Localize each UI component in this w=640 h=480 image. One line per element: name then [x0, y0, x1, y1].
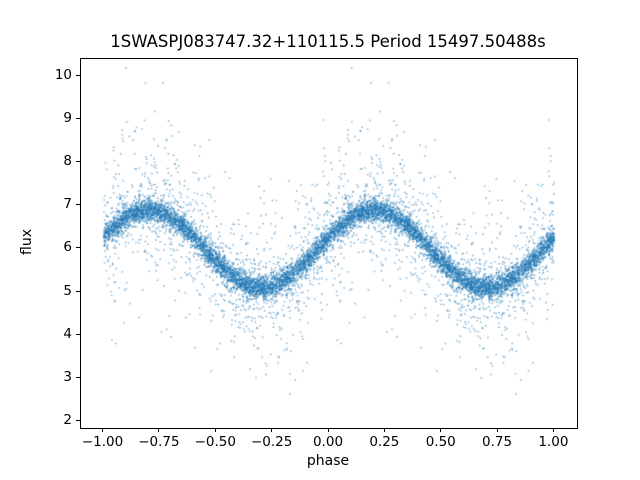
x-tick-label: −0.75	[138, 434, 180, 450]
x-tick-label: 0.75	[482, 434, 513, 450]
y-tick-mark	[76, 74, 80, 76]
y-tick-mark	[76, 161, 80, 163]
y-tick-mark	[76, 333, 80, 335]
chart-title: 1SWASPJ083747.32+110115.5 Period 15497.5…	[110, 32, 546, 51]
x-tick-mark	[214, 428, 216, 432]
y-tick-label: 7	[63, 196, 72, 213]
y-tick-mark	[76, 204, 80, 206]
y-tick-label: 10	[54, 66, 72, 83]
x-tick-label: 0.25	[369, 434, 400, 450]
y-tick-label: 8	[63, 153, 72, 170]
y-tick-label: 4	[63, 325, 72, 342]
x-tick-mark	[158, 428, 160, 432]
x-axis-label: phase	[306, 453, 350, 469]
y-tick-mark	[76, 420, 80, 422]
x-tick-mark	[552, 428, 554, 432]
x-tick-mark	[496, 428, 498, 432]
y-tick-label: 3	[63, 368, 72, 385]
y-tick-label: 5	[63, 282, 72, 299]
x-tick-label: −1.00	[81, 434, 124, 450]
y-tick-mark	[76, 247, 80, 249]
x-tick-label: 1.00	[538, 434, 569, 450]
x-tick-mark	[327, 428, 329, 432]
y-tick-mark	[76, 376, 80, 378]
x-tick-label: −0.50	[194, 434, 236, 450]
x-tick-mark	[440, 428, 442, 432]
y-tick-mark	[76, 117, 80, 119]
x-tick-label: −0.25	[250, 434, 293, 450]
y-tick-label: 9	[63, 109, 72, 126]
x-tick-mark	[383, 428, 385, 432]
plot-area	[80, 58, 578, 429]
y-tick-mark	[76, 290, 80, 292]
y-tick-label: 6	[63, 239, 72, 256]
scatter-points-canvas	[81, 59, 577, 428]
x-tick-mark	[102, 428, 104, 432]
y-tick-label: 2	[63, 412, 72, 429]
x-tick-label: 0.00	[312, 434, 344, 450]
x-tick-mark	[271, 428, 273, 432]
x-tick-label: 0.50	[425, 434, 456, 450]
